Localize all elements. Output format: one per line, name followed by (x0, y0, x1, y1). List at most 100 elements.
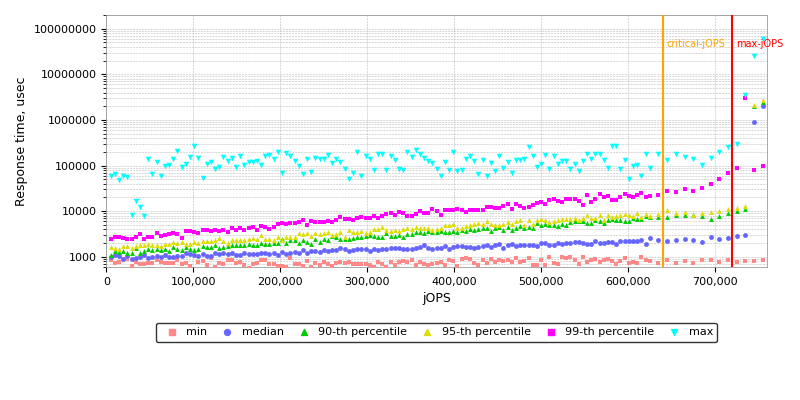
Point (497, 203, 510, 209)
Point (171, 246, 184, 252)
Point (213, 235, 226, 241)
Point (192, 246, 205, 252)
Point (678, 236, 691, 242)
Point (301, 222, 314, 228)
Point (643, 214, 656, 220)
Point (389, 262, 402, 268)
Point (405, 226, 418, 232)
Point (372, 247, 385, 253)
Point (543, 166, 556, 172)
Point (502, 257, 514, 264)
Point (722, 235, 734, 241)
Point (271, 239, 284, 246)
Point (263, 261, 276, 267)
Point (480, 204, 493, 210)
Point (572, 198, 585, 204)
Point (581, 241, 594, 247)
Point (434, 228, 447, 235)
Point (242, 236, 255, 243)
Point (418, 242, 430, 248)
Point (739, 206, 752, 212)
Point (288, 158, 301, 164)
Point (610, 241, 622, 247)
Point (318, 230, 330, 236)
Point (309, 260, 322, 267)
Point (234, 153, 246, 159)
Point (393, 232, 406, 238)
Point (158, 163, 171, 169)
Point (275, 263, 288, 270)
Point (410, 147, 422, 153)
Point (464, 243, 477, 250)
Point (313, 218, 326, 225)
Point (405, 231, 418, 238)
Point (130, 258, 142, 265)
Point (389, 212, 402, 218)
Point (162, 254, 175, 260)
Point (226, 225, 238, 231)
Point (539, 239, 552, 246)
Point (372, 151, 385, 157)
Point (217, 250, 230, 256)
Point (687, 260, 700, 266)
Point (434, 225, 447, 232)
Point (271, 252, 284, 258)
Point (234, 224, 246, 231)
Point (434, 173, 447, 179)
Point (510, 157, 522, 164)
Point (154, 232, 167, 239)
Point (551, 216, 564, 223)
Point (196, 227, 209, 234)
Point (284, 220, 297, 226)
Point (639, 257, 652, 263)
Point (171, 257, 184, 263)
Point (121, 243, 134, 249)
Point (171, 253, 184, 260)
Point (447, 258, 460, 264)
Point (713, 212, 726, 219)
Point (121, 174, 134, 180)
Point (543, 242, 556, 248)
Point (334, 245, 347, 251)
Point (606, 196, 618, 203)
Point (598, 157, 610, 163)
Point (442, 206, 455, 213)
Point (472, 207, 485, 213)
Point (618, 238, 631, 244)
Point (593, 218, 606, 224)
Point (334, 236, 347, 242)
Point (292, 261, 305, 267)
Point (338, 260, 351, 266)
Point (305, 264, 318, 270)
Point (342, 259, 355, 265)
Point (288, 220, 301, 226)
Point (117, 173, 130, 179)
Point (670, 260, 682, 266)
Point (200, 253, 213, 259)
Point (581, 259, 594, 266)
Point (581, 151, 594, 157)
Point (560, 221, 573, 228)
Point (380, 211, 393, 218)
Point (405, 213, 418, 219)
Point (534, 239, 547, 246)
Point (158, 260, 171, 266)
Point (372, 226, 385, 232)
Point (756, 257, 769, 263)
Point (564, 254, 577, 260)
Point (585, 215, 598, 221)
Point (626, 163, 639, 169)
Point (589, 214, 602, 221)
Point (259, 250, 272, 256)
Point (678, 211, 691, 218)
Point (117, 247, 130, 254)
Point (376, 246, 389, 252)
Point (305, 218, 318, 224)
Point (188, 246, 201, 253)
Point (205, 253, 218, 260)
Point (514, 242, 526, 248)
Point (510, 201, 522, 208)
Point (577, 254, 590, 260)
Point (643, 165, 656, 172)
Point (598, 194, 610, 200)
